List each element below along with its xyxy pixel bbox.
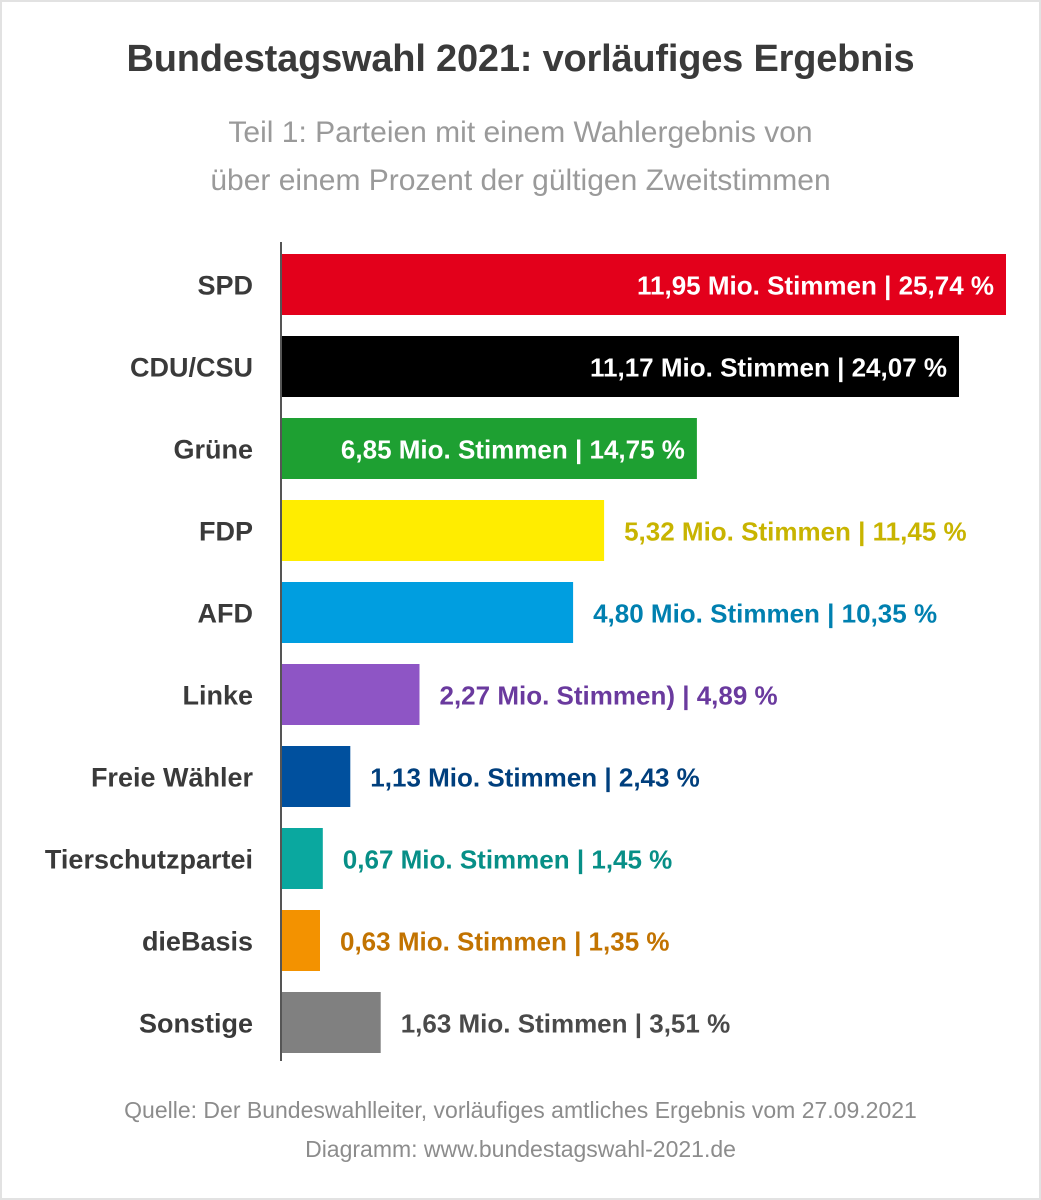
source-note: Quelle: Der Bundeswahlleiter, vorläufige… xyxy=(124,1097,917,1123)
data-label-3: 5,32 Mio. Stimmen | 11,45 % xyxy=(624,517,967,547)
category-label-7: Tierschutzpartei xyxy=(45,845,253,875)
data-label-6: 1,13 Mio. Stimmen | 2,43 % xyxy=(370,763,700,793)
category-label-0: SPD xyxy=(197,271,253,301)
category-label-6: Freie Wähler xyxy=(91,763,254,793)
data-label-8: 0,63 Mio. Stimmen | 1,35 % xyxy=(340,927,670,957)
category-label-8: dieBasis xyxy=(142,927,253,957)
category-label-2: Grüne xyxy=(173,435,253,465)
bar-2 xyxy=(282,418,697,479)
data-label-1: 11,17 Mio. Stimmen | 24,07 % xyxy=(590,353,947,383)
bar-6 xyxy=(282,746,351,807)
bar-1 xyxy=(282,336,959,397)
data-label-0: 11,95 Mio. Stimmen | 25,74 % xyxy=(637,271,994,301)
bar-9 xyxy=(282,992,381,1053)
data-label-4: 4,80 Mio. Stimmen | 10,35 % xyxy=(593,599,937,629)
chart-subtitle-line-2: über einem Prozent der gültigen Zweitsti… xyxy=(210,164,831,197)
diagram-credit: Diagramm: www.bundestagswahl-2021.de xyxy=(305,1136,736,1162)
bar-8 xyxy=(282,910,320,971)
data-label-7: 0,67 Mio. Stimmen | 1,45 % xyxy=(343,845,673,875)
bar-0 xyxy=(282,254,1006,315)
category-label-1: CDU/CSU xyxy=(130,353,253,383)
category-label-5: Linke xyxy=(182,681,253,711)
bar-7 xyxy=(282,828,323,889)
data-label-2: 6,85 Mio. Stimmen | 14,75 % xyxy=(341,435,685,465)
bar-5 xyxy=(282,664,420,725)
category-label-9: Sonstige xyxy=(139,1009,253,1039)
data-label-9: 1,63 Mio. Stimmen | 3,51 % xyxy=(401,1009,731,1039)
chart-title: Bundestagswahl 2021: vorläufiges Ergebni… xyxy=(126,38,915,80)
bar-3 xyxy=(282,500,605,561)
chart-subtitle-line-1: Teil 1: Parteien mit einem Wahlergebnis … xyxy=(228,116,813,149)
data-label-5: 2,27 Mio. Stimmen) | 4,89 % xyxy=(440,681,778,711)
bar-4 xyxy=(282,582,574,643)
category-label-4: AFD xyxy=(198,599,254,629)
category-label-3: FDP xyxy=(199,517,253,547)
